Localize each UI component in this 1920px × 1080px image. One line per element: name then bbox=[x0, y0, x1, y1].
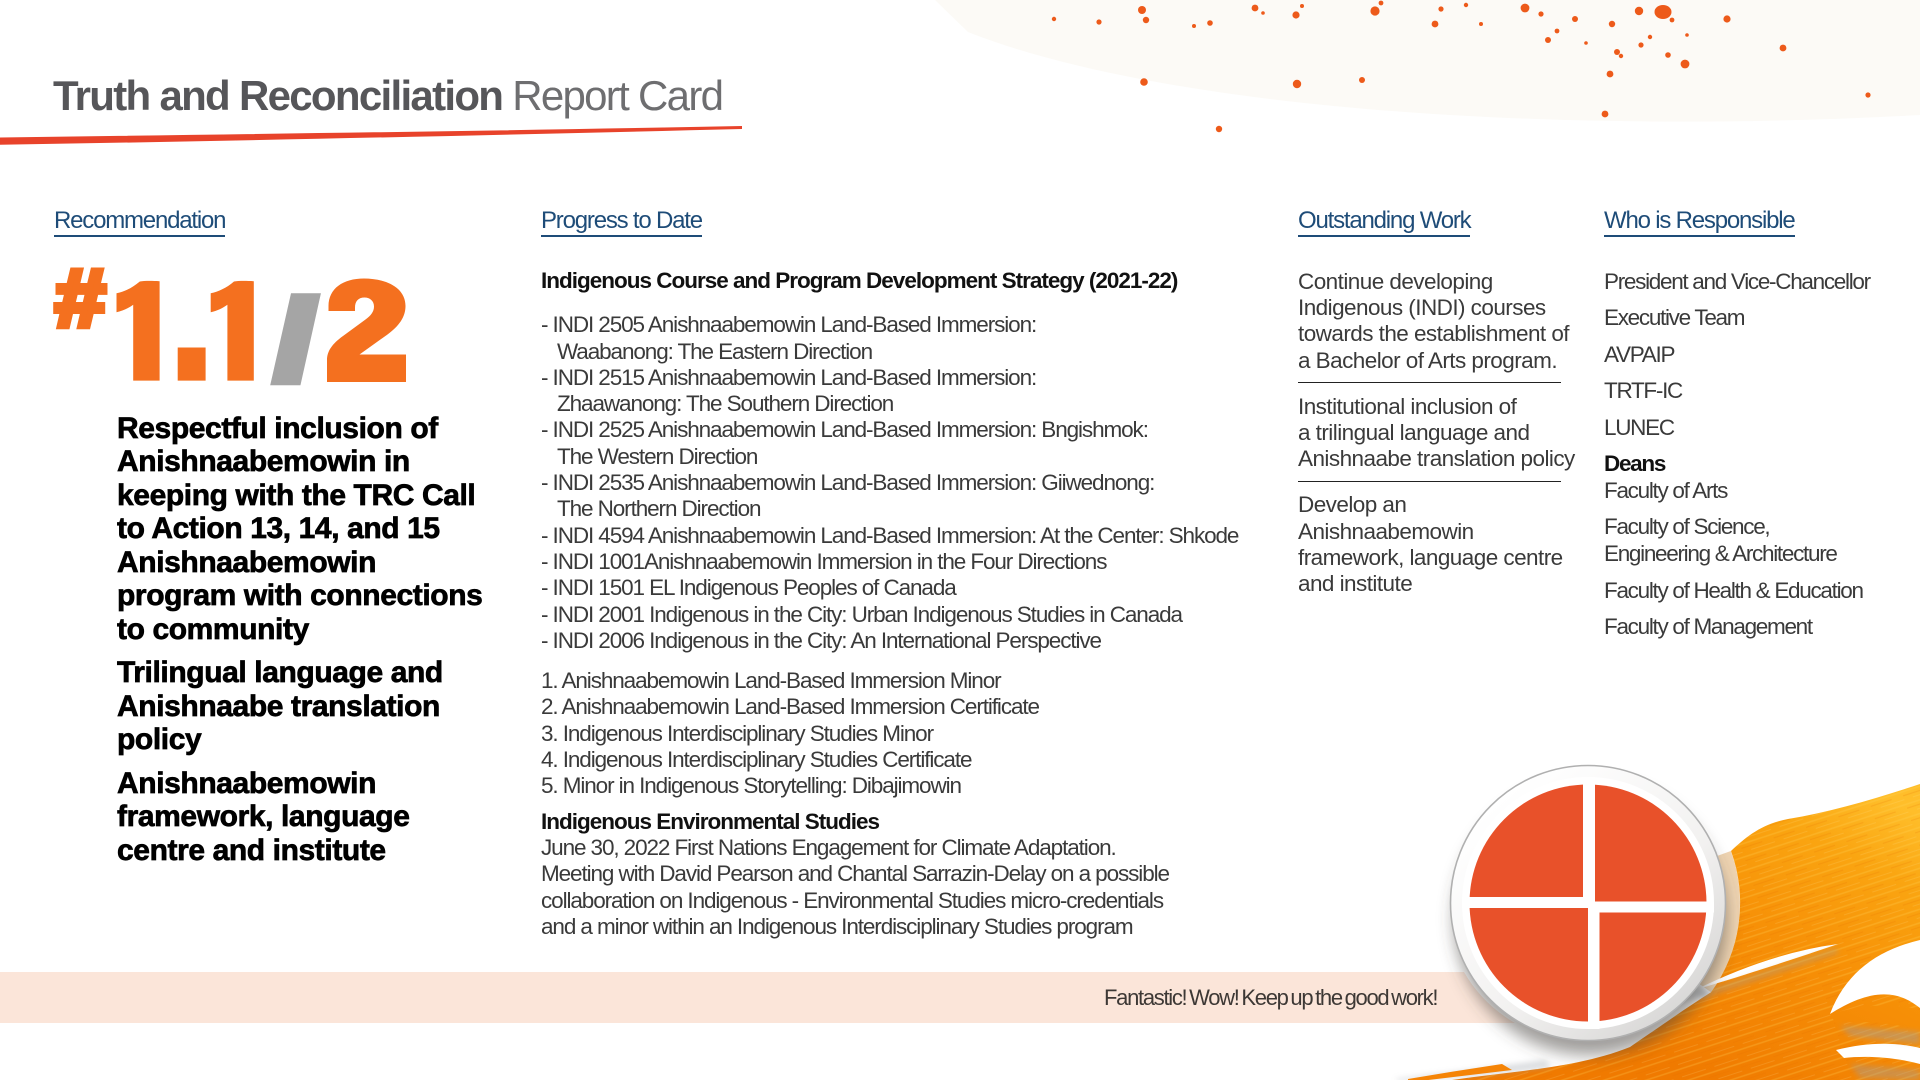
svg-text:/: / bbox=[278, 280, 313, 399]
svg-text:#: # bbox=[55, 253, 106, 344]
